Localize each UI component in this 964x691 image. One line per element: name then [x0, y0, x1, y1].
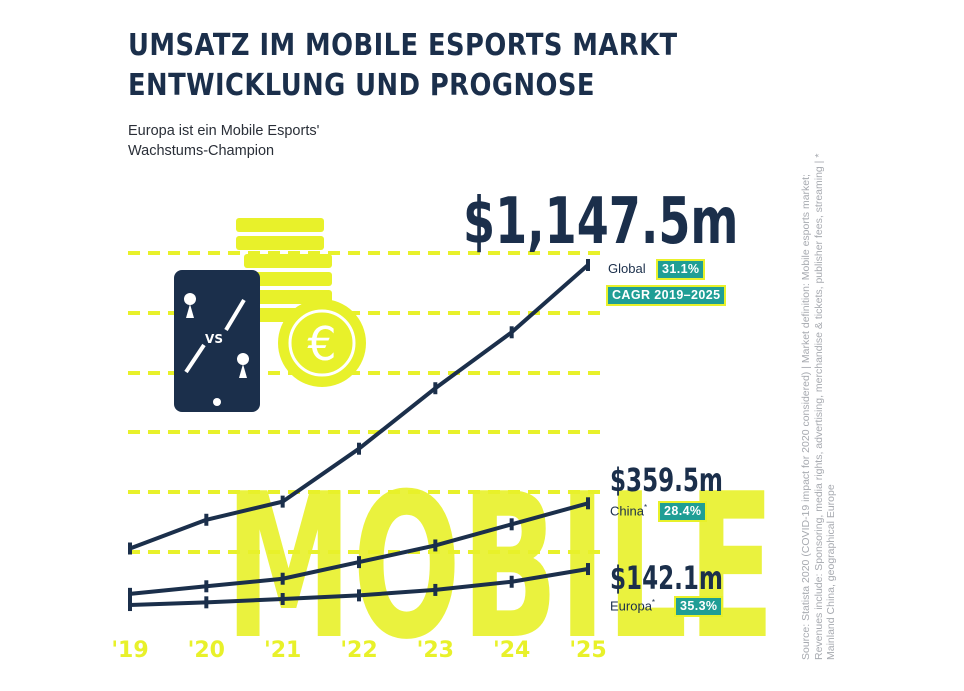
x-tick-label: '24: [493, 638, 530, 663]
source-note: Source: Statista 2020 (COVID-19 impact f…: [800, 153, 837, 660]
china-footnote-mark: *: [643, 503, 648, 512]
x-tick-label: '19: [111, 638, 148, 663]
x-tick-label: '25: [569, 638, 606, 663]
global-cagr-badge: 31.1%: [655, 259, 706, 280]
svg-text:€: €: [307, 317, 336, 371]
x-tick-label: '21: [264, 638, 301, 663]
europa-cagr-badge: 35.3%: [673, 596, 724, 617]
subtitle-line-2: Wachstums-Champion: [128, 143, 275, 159]
china-end-value: $359.5m: [610, 461, 723, 499]
global-end-value: $1,147.5m: [463, 185, 739, 259]
x-tick-label: '22: [340, 638, 377, 663]
global-series-label: Global: [608, 261, 646, 276]
svg-text:VS: VS: [205, 332, 223, 346]
china-series-label: China*: [610, 503, 647, 518]
title-line-2: ENTWICKLUNG UND PROGNOSE: [128, 68, 595, 103]
subtitle: Europa ist ein Mobile Esports' Wachstums…: [128, 121, 319, 161]
page-title: UMSATZ IM MOBILE ESPORTS MARKT ENTWICKLU…: [128, 26, 678, 106]
europa-footnote-mark: *: [651, 598, 656, 607]
title-line-1: UMSATZ IM MOBILE ESPORTS MARKT: [128, 28, 678, 63]
x-axis: '19 '20 '21 '22 '23 '24 '25: [111, 638, 606, 663]
china-cagr-badge: 28.4%: [657, 501, 708, 522]
europa-end-value: $142.1m: [610, 559, 723, 597]
euro-coin-icon: €: [278, 299, 366, 387]
europa-series-label: Europa*: [610, 598, 655, 613]
cagr-period-badge: CAGR 2019–2025: [605, 285, 727, 306]
background-word: MOBILE: [225, 451, 775, 684]
x-tick-label: '20: [188, 638, 225, 663]
x-tick-label: '23: [417, 638, 454, 663]
subtitle-line-1: Europa ist ein Mobile Esports': [128, 123, 320, 139]
china-name: China: [610, 503, 644, 519]
coin-stack-icon: [236, 218, 332, 322]
europa-name: Europa: [610, 598, 652, 614]
series-layer: [128, 259, 590, 612]
smartphone-vs-icon: VS: [174, 270, 260, 412]
